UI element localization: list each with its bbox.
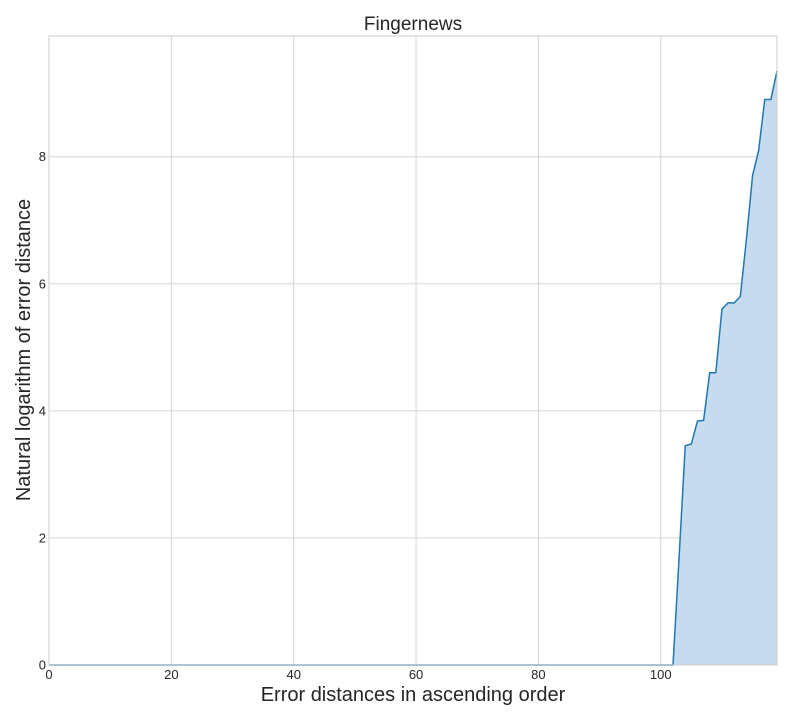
data-point bbox=[770, 98, 772, 101]
data-point bbox=[764, 98, 766, 101]
data-point bbox=[690, 443, 692, 445]
data-point bbox=[684, 445, 686, 447]
data-point bbox=[745, 238, 748, 240]
y-axis-title: Natural logarithm of error distance bbox=[13, 199, 35, 501]
x-tick-labels: 0 20 40 60 80 100 bbox=[45, 667, 671, 682]
chart-title: Fingernews bbox=[364, 14, 462, 35]
x-tick-label: 60 bbox=[409, 667, 423, 682]
data-point bbox=[751, 175, 754, 177]
data-point bbox=[758, 149, 760, 151]
x-tick-label: 40 bbox=[286, 667, 300, 682]
data-point bbox=[739, 295, 741, 298]
data-point bbox=[727, 302, 729, 304]
y-tick-labels: 0 2 4 6 8 bbox=[39, 149, 46, 672]
data-point bbox=[709, 372, 711, 374]
data-point bbox=[733, 302, 735, 304]
x-axis-title: Error distances in ascending order bbox=[261, 684, 566, 706]
data-point bbox=[702, 419, 705, 421]
grid-lines bbox=[49, 36, 777, 665]
x-tick-label: 0 bbox=[45, 667, 52, 682]
area-fill bbox=[49, 70, 777, 665]
data-point bbox=[678, 556, 680, 558]
plot-frame bbox=[48, 35, 778, 666]
y-tick-label: 6 bbox=[39, 276, 46, 291]
x-tick-label: 20 bbox=[164, 667, 178, 682]
y-tick-label: 2 bbox=[39, 530, 46, 545]
x-tick-label: 80 bbox=[531, 667, 545, 682]
data-point bbox=[715, 372, 717, 374]
plot-background bbox=[49, 36, 777, 665]
y-tick-label: 4 bbox=[39, 403, 46, 418]
data-point bbox=[696, 420, 699, 422]
y-tick-label: 0 bbox=[39, 658, 46, 673]
x-tick-label: 100 bbox=[650, 667, 672, 682]
data-point bbox=[721, 308, 723, 310]
y-tick-label: 8 bbox=[39, 149, 46, 164]
